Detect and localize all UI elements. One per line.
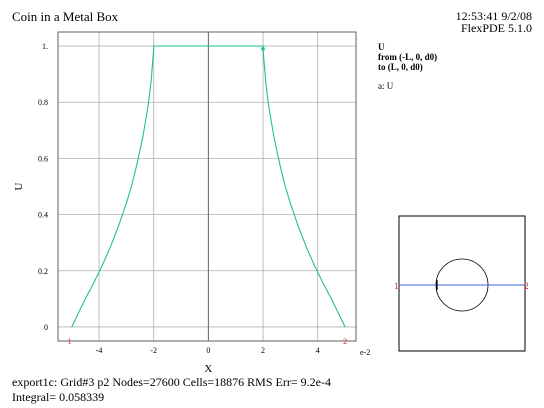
- domain-inset: 1 2: [394, 215, 529, 352]
- x-tick-label: -4: [96, 346, 103, 355]
- y-tick-label: 0.6: [38, 154, 48, 163]
- inset-end-marker: 2: [524, 281, 529, 291]
- start-marker: 1: [68, 337, 72, 346]
- inset-start-marker: 1: [394, 281, 399, 291]
- y-tick-label: 0.2: [38, 267, 48, 276]
- y-tick-label: 0.4: [38, 211, 48, 220]
- software-version: FlexPDE 5.1.0: [460, 21, 532, 35]
- y-tick-label: 1.: [42, 42, 48, 51]
- label-layer: 0 0.2 0.4 0.6 0.8 1. -4 -2 0 2 4 X Ue-2 1 2: [13, 42, 370, 375]
- footer-integral: Integral= 0.058339: [12, 390, 105, 404]
- timestamp: 12:53:41 9/2/08: [455, 9, 532, 23]
- x-tick-label: 4: [316, 346, 320, 355]
- plot-title: Coin in a Metal Box: [12, 9, 119, 24]
- plot-frame: [57, 31, 357, 342]
- legend-variable: U: [378, 42, 385, 52]
- footer-stats: export1c: Grid#3 p2 Nodes=27600 Cells=18…: [12, 375, 331, 389]
- legend-series-label: a: U: [378, 81, 394, 91]
- series-point-marker: [261, 47, 265, 51]
- x-axis-label: X: [204, 363, 212, 375]
- end-marker: 2: [343, 337, 347, 346]
- y-axis-label: U: [13, 182, 25, 190]
- x-tick-label: -2: [150, 346, 157, 355]
- series-line-u: [71, 45, 346, 328]
- y-tick-label: 0.8: [38, 98, 48, 107]
- legend-to: to (L, 0, d0): [378, 62, 423, 72]
- inset-box: [398, 215, 526, 352]
- grid-layer: [58, 32, 356, 341]
- x-multiplier-label: e-2: [360, 348, 370, 357]
- y-tick-label: 0: [44, 323, 48, 332]
- x-tick-label: 2: [261, 346, 265, 355]
- x-tick-label: 0: [206, 346, 210, 355]
- series-layer: [71, 45, 346, 328]
- legend-from: from (-L, 0, d0): [378, 52, 438, 62]
